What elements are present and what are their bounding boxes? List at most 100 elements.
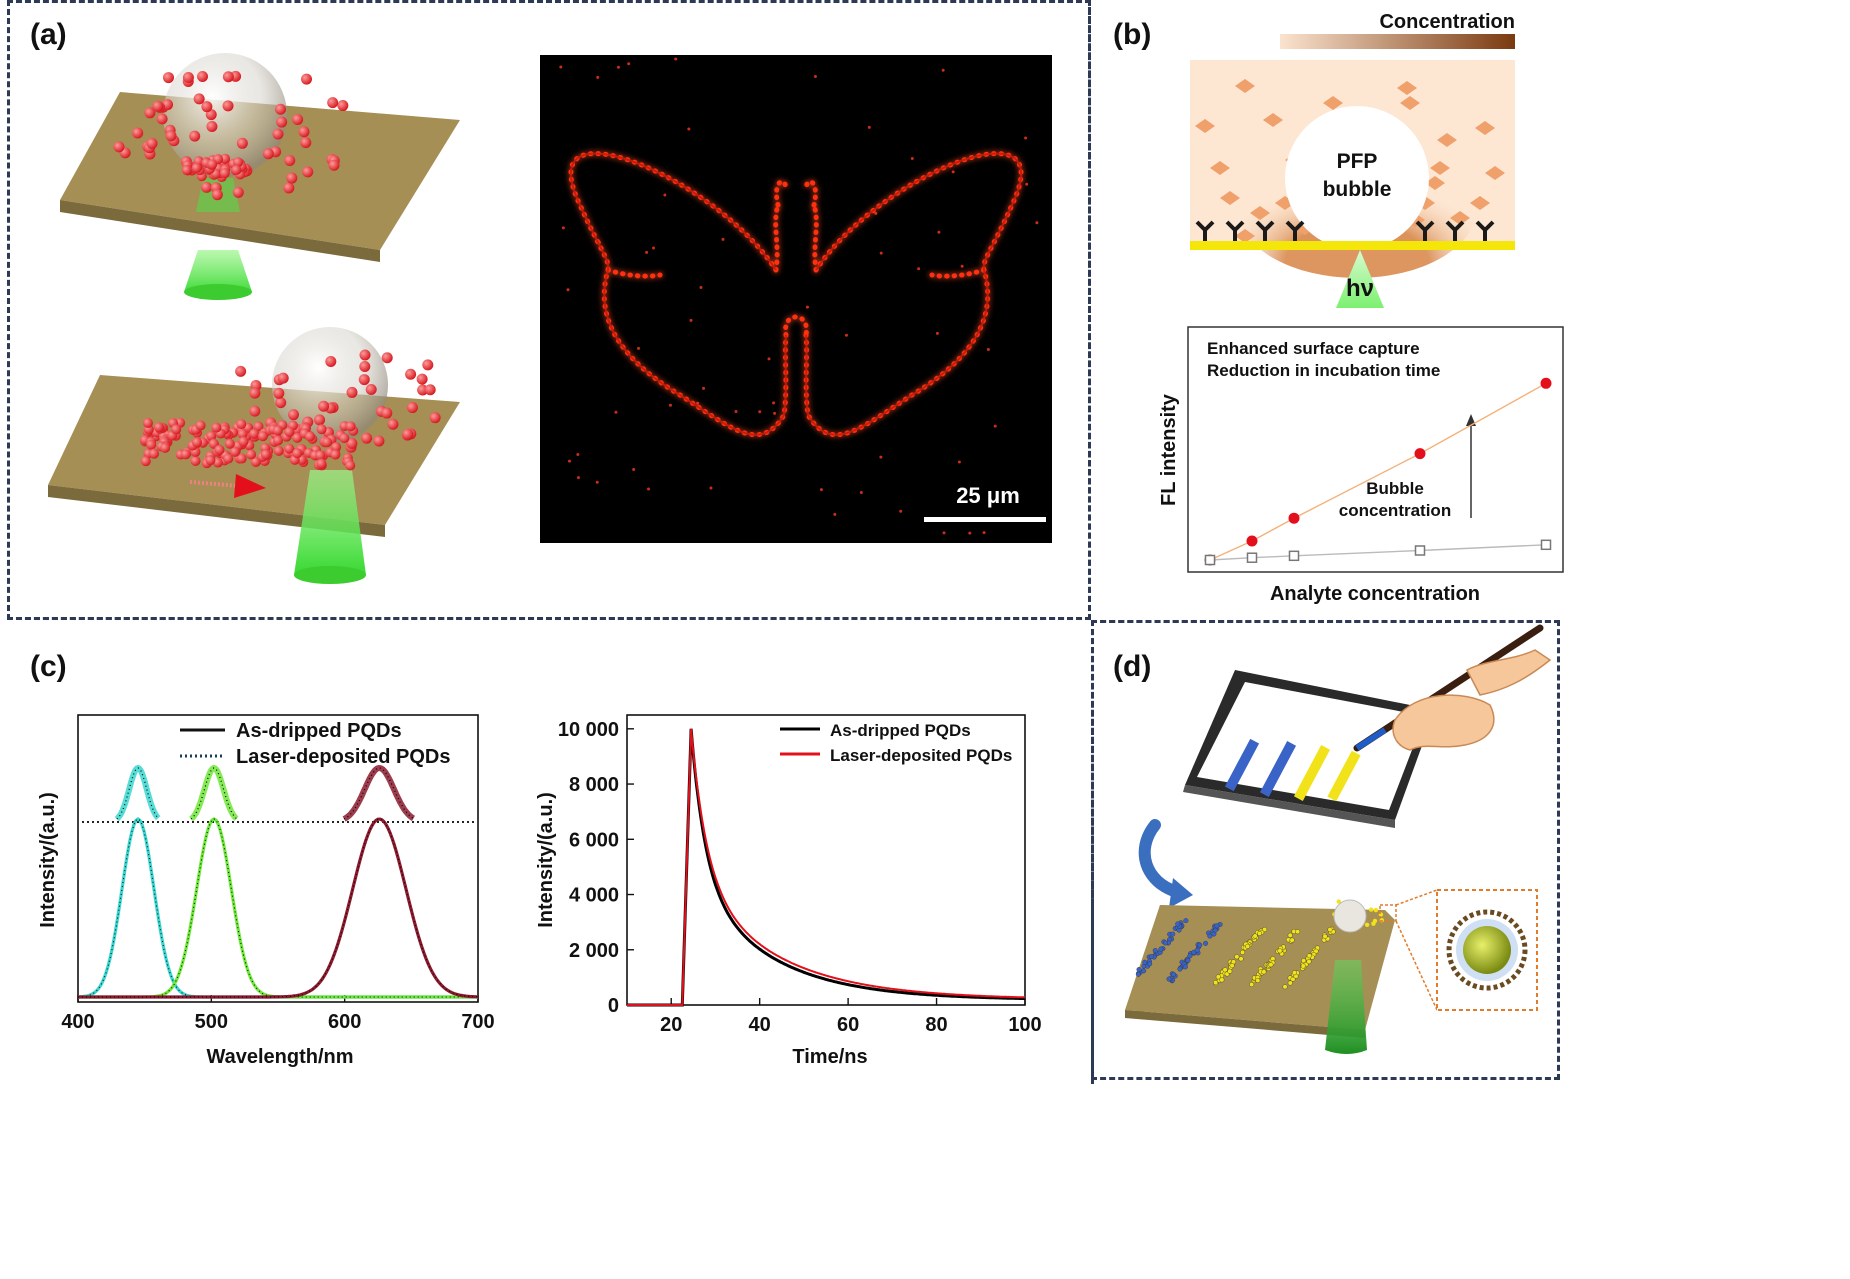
nanoparticle bbox=[211, 189, 223, 201]
nanoparticle bbox=[302, 166, 314, 178]
analyte-diamond bbox=[1475, 121, 1495, 135]
printed-dot bbox=[1214, 923, 1220, 929]
inset-chart: Enhanced surface capture Reduction in in… bbox=[1158, 326, 1564, 605]
nanoparticle bbox=[300, 137, 312, 149]
nanoparticle bbox=[283, 182, 295, 194]
deposited-nanoparticle bbox=[146, 439, 157, 450]
deposited-nanoparticle bbox=[292, 432, 303, 443]
spectra-xlabel: Wavelength/nm bbox=[206, 1046, 353, 1068]
deposited-nanoparticle bbox=[330, 449, 341, 460]
speckle bbox=[702, 386, 706, 390]
pl-spectra-chart: 400 500 600 700 As-dripped PQDs Laser-deposit… bbox=[37, 714, 495, 1068]
nanoparticle bbox=[361, 432, 373, 444]
spectrum-curve bbox=[78, 817, 478, 999]
spectrum-curve bbox=[78, 817, 478, 999]
nanoparticle bbox=[318, 400, 330, 412]
deposited-nanoparticle bbox=[257, 431, 268, 442]
speckle bbox=[968, 531, 972, 535]
nanoparticle bbox=[328, 159, 340, 171]
antibody bbox=[1415, 220, 1435, 241]
speckle bbox=[917, 267, 921, 271]
speckle bbox=[596, 75, 600, 79]
nanoparticle bbox=[429, 412, 441, 424]
nanoparticle bbox=[359, 360, 371, 372]
speckle bbox=[567, 459, 571, 463]
normalized-peak-dots bbox=[190, 767, 237, 820]
printed-dot bbox=[1261, 969, 1267, 975]
printed-dot bbox=[1277, 948, 1283, 954]
analyte-diamond bbox=[1220, 191, 1240, 205]
hv-label: hν bbox=[1346, 275, 1374, 302]
deposited-nanoparticle bbox=[272, 425, 283, 436]
legend-label: As-dripped PQDs bbox=[830, 721, 971, 740]
printed-dot bbox=[1166, 976, 1172, 982]
speckle bbox=[645, 250, 649, 254]
speckle bbox=[734, 409, 738, 413]
analyte-diamond bbox=[1397, 81, 1417, 95]
speckle bbox=[910, 157, 914, 161]
speckle bbox=[899, 509, 903, 513]
x-tick-label: 40 bbox=[749, 1014, 771, 1036]
speckle bbox=[627, 62, 631, 66]
nanoparticle bbox=[346, 437, 358, 449]
panel-d-label: (d) bbox=[1113, 650, 1152, 683]
deposited-nanoparticle bbox=[292, 448, 303, 459]
speckle bbox=[614, 410, 618, 414]
printed-dot bbox=[1306, 953, 1312, 959]
printed-dot bbox=[1300, 963, 1306, 969]
deposited-nanoparticle bbox=[339, 433, 350, 444]
analyte-diamond bbox=[1430, 161, 1450, 175]
normalized-peak bbox=[189, 764, 239, 822]
panel-a-schematic bbox=[48, 53, 460, 584]
speckle bbox=[951, 170, 955, 174]
laser-deposited-decay-curve bbox=[627, 728, 1026, 1006]
inset-note-2: Reduction in incubation time bbox=[1207, 361, 1440, 380]
speckle bbox=[595, 480, 599, 484]
nanoparticle bbox=[277, 372, 289, 384]
printed-lines bbox=[1135, 899, 1385, 990]
normalized-peak-dots bbox=[343, 767, 414, 820]
nanoparticle bbox=[232, 186, 244, 198]
printed-dot bbox=[1289, 937, 1295, 943]
printed-dot bbox=[1212, 927, 1218, 933]
speckle bbox=[773, 411, 777, 415]
deposited-nanoparticle bbox=[206, 430, 217, 441]
deposited-nanoparticle bbox=[230, 446, 241, 457]
nanoparticle bbox=[286, 172, 298, 184]
printed-dot bbox=[1197, 942, 1203, 948]
deposited-nanoparticle bbox=[192, 437, 203, 448]
deposited-nanoparticle bbox=[246, 449, 257, 460]
nanoparticle bbox=[358, 374, 370, 386]
deposited-nanoparticle bbox=[211, 422, 222, 433]
printed-dot bbox=[1327, 927, 1333, 933]
control-data-point bbox=[1288, 550, 1300, 562]
printed-dot bbox=[1215, 974, 1221, 980]
speckle bbox=[576, 453, 580, 457]
bubble-conc-1: Bubble bbox=[1366, 479, 1424, 498]
nanoparticle bbox=[132, 127, 144, 139]
deposited-nanoparticle bbox=[191, 162, 202, 173]
y-tick-label: 2 000 bbox=[569, 940, 619, 962]
printed-dot bbox=[1222, 967, 1228, 973]
printed-dot bbox=[1171, 971, 1177, 977]
speckle bbox=[687, 127, 691, 131]
printed-dot bbox=[1219, 977, 1225, 983]
printed-dot bbox=[1257, 930, 1263, 936]
speckle bbox=[576, 476, 580, 480]
analyte-diamond bbox=[1263, 113, 1283, 127]
legend-label-laser-deposited: Laser-deposited PQDs bbox=[236, 746, 451, 768]
speckle bbox=[647, 487, 651, 491]
deposited-nanoparticle bbox=[214, 444, 225, 455]
nanoparticle bbox=[424, 384, 436, 396]
nanoparticle bbox=[373, 435, 385, 447]
printed-dot bbox=[1152, 948, 1158, 954]
x-tick-label: 100 bbox=[1008, 1014, 1041, 1036]
control-data-point bbox=[1540, 539, 1552, 551]
deposited-nanoparticle bbox=[345, 460, 356, 471]
inset-xlabel: Analyte concentration bbox=[1270, 583, 1480, 605]
bubble-text-2: bubble bbox=[1323, 178, 1392, 201]
deposited-nanoparticle bbox=[140, 456, 151, 467]
speckle bbox=[632, 468, 636, 472]
analyte-diamond bbox=[1210, 161, 1230, 175]
speckle bbox=[993, 424, 997, 428]
